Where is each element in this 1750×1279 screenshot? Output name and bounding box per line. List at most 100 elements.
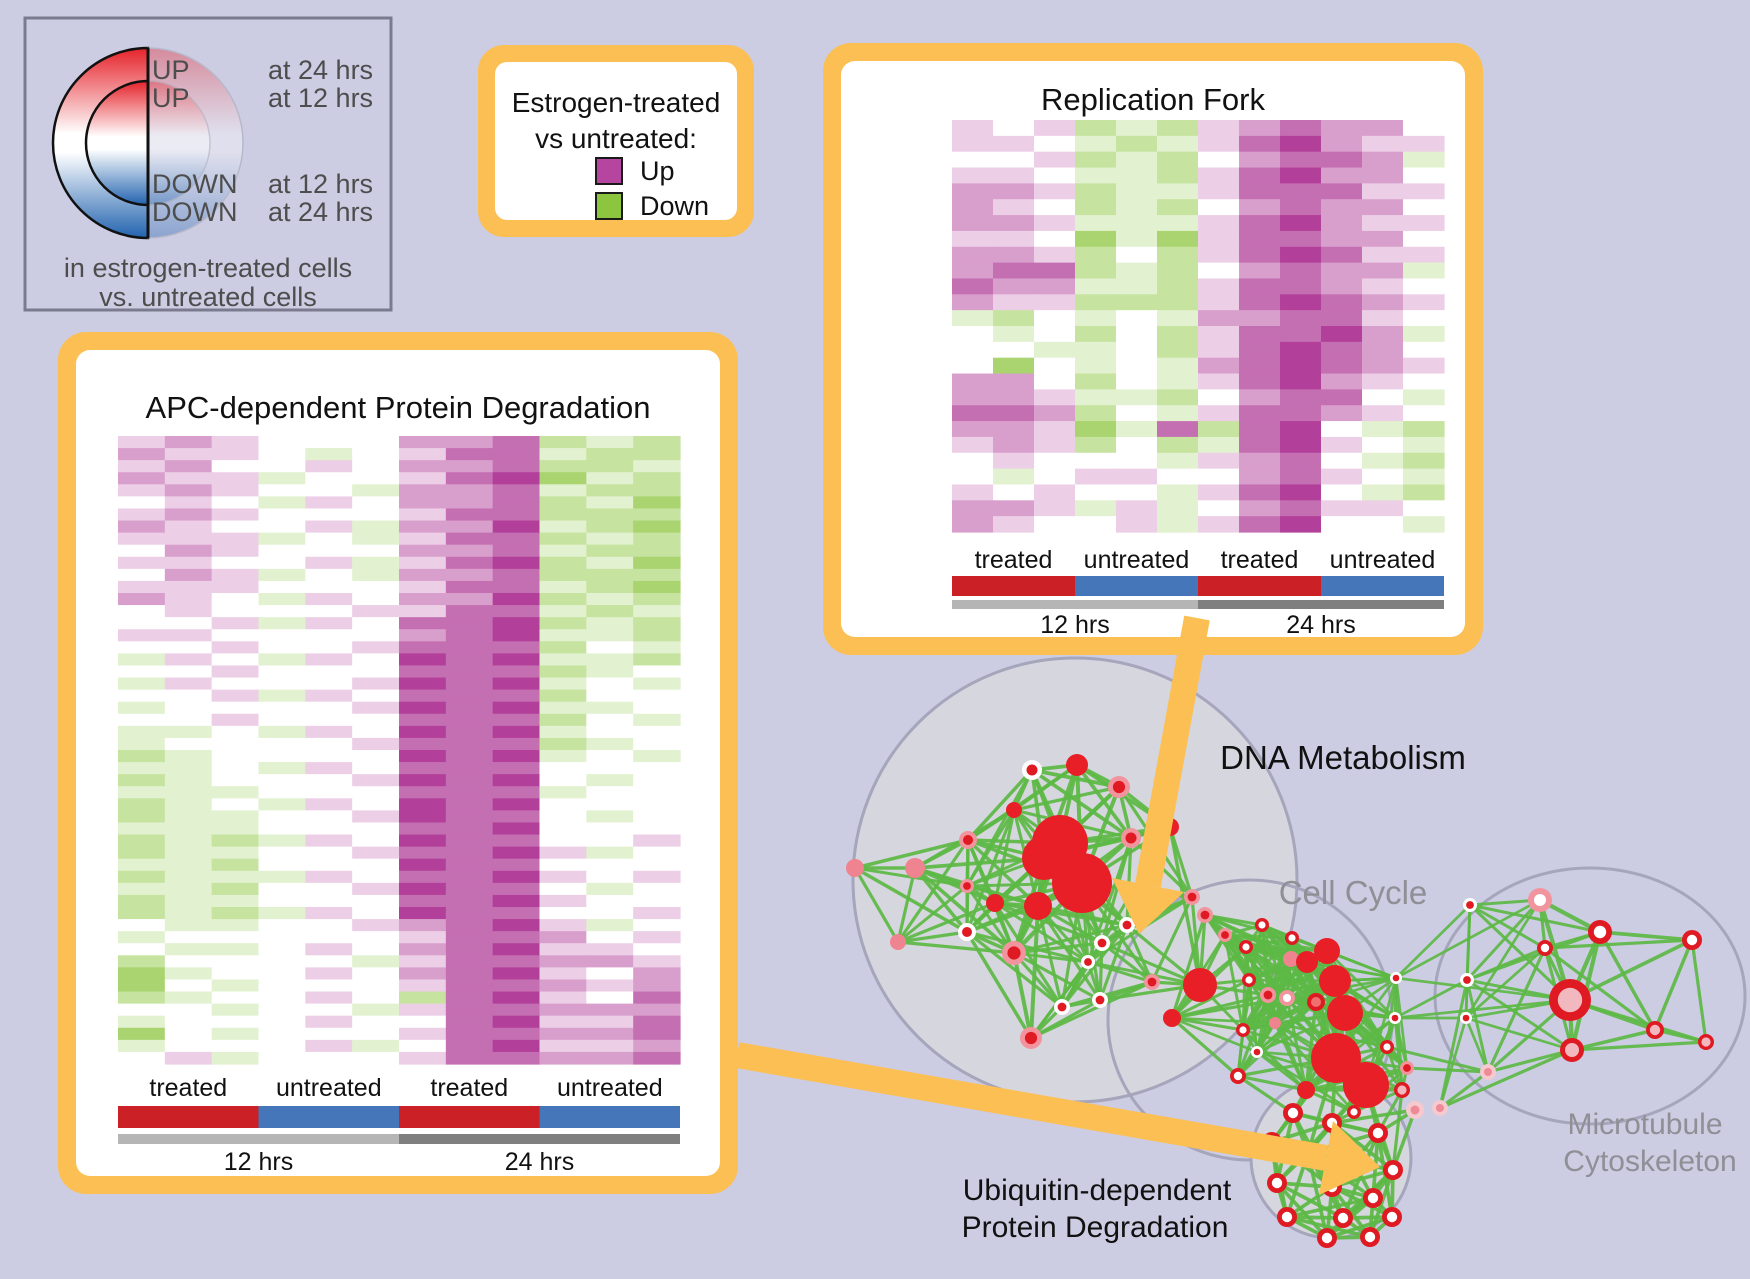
network-node-core [963,882,971,890]
heatmap-cell [492,774,541,787]
heatmap-cell [1280,151,1322,169]
heatmap-cell [1403,230,1445,248]
network-node-core [1391,1014,1399,1022]
heatmap-cell [1075,421,1117,438]
network: DNA Metabolism Cell Cycle Microtubule Cy… [846,656,1747,1248]
heatmap-cell [1239,230,1281,248]
heatmap-cell [586,822,634,836]
heatmap-cell [1034,310,1076,327]
legend-time-24-up: at 24 hrs [268,55,373,85]
heatmap-cell [164,943,213,956]
heatmap-cell [164,629,213,642]
heatmap-cell [305,568,353,582]
heatmap-cell [1157,421,1199,438]
heatmap-cell [1403,151,1445,169]
network-node-core [1147,977,1157,987]
heatmap-cell [399,955,447,968]
heatmap-cell [539,593,587,606]
heatmap-cell [492,1027,541,1041]
network-edge [1598,930,1694,942]
heatmap-cell [258,846,306,860]
heatmap-cell [1321,516,1363,533]
heatmap-cell [492,846,541,860]
heatmap-cell [258,665,306,679]
heatmap-cell [258,907,306,920]
heatmap-cell [352,436,400,449]
heatmap-cell [164,580,213,594]
network-edge [1275,1181,1329,1240]
heatmap-cell [258,472,306,485]
group-bar [1075,576,1198,596]
heatmap-cell [118,653,166,667]
heatmap-cell [1403,183,1445,200]
heatmap-cell [1116,230,1158,248]
heatmap-cell [952,516,994,533]
heatmap-cell [211,894,260,908]
heatmap-cell [1034,500,1076,517]
heatmap-cell [1034,199,1076,216]
heatmap-cell [1198,405,1240,422]
heatmap-cell [539,943,587,956]
heatmap-cell [305,979,353,993]
heatmap-cell [118,737,166,751]
group-label: treated [975,546,1053,574]
heatmap-cell [539,665,587,679]
apc-footer: treated untreated treated untreated 12 hrs 24… [118,1074,680,1176]
heatmap-cell [211,580,260,594]
heatmap-cell [1116,246,1158,264]
heatmap-cell [539,605,587,618]
network-edge [1368,1168,1395,1239]
heatmap-cell [1198,484,1240,501]
heatmap-cell [1034,183,1076,200]
heatmap-cell [539,870,587,884]
network-edge [1393,998,1572,1020]
network-edge [1568,938,1694,1002]
heatmap-cell [399,870,447,884]
heatmap-cell [445,991,494,1005]
down-label: Down [640,191,709,221]
heatmap-cell [539,629,587,642]
heatmap-cell [1034,120,1076,137]
heatmap-cell [164,991,213,1005]
heatmap-cell [952,135,994,153]
heatmap-cell [352,1003,400,1017]
heatmap-cell [399,834,447,848]
heatmap-cell [539,762,587,775]
heatmap-cell [1321,246,1363,264]
heatmap-cell [164,894,213,908]
down-swatch [595,192,623,220]
heatmap-cell [586,520,634,534]
heatmap-cell [211,665,260,679]
heatmap-cell [399,508,447,522]
network-edge [1393,978,1469,1020]
heatmap-cell [211,568,260,582]
heatmap-cell [1321,326,1363,343]
network-node-core [1436,1104,1444,1112]
network-node [1052,853,1112,913]
heatmap-cell [1034,373,1076,390]
network-node-core [1187,892,1197,902]
heatmap-cell [305,786,353,799]
network-edge [1653,938,1694,1032]
heatmap-cell [445,713,494,727]
network-node-core [1410,1105,1420,1115]
heatmap-cell [1198,436,1240,454]
heatmap-cell [1362,310,1404,327]
heatmap-cell [258,882,306,896]
label-ubiquitin-line2: Protein Degradation [962,1211,1229,1244]
heatmap-cell [492,520,541,534]
heatmap-cell [1075,373,1117,390]
heatmap-cell [1116,310,1158,327]
heatmap-cell [1157,310,1199,327]
heatmap-cell [1116,326,1158,343]
network-edge [1285,1196,1375,1219]
heatmap-cell [539,641,587,654]
heatmap-cell [445,870,494,884]
rf-footer: treated untreated treated untreated 12 hrs 24… [952,546,1444,639]
heatmap-cell [586,436,634,449]
heatmap-cell [1362,246,1404,264]
heatmap-cell [118,484,166,497]
heatmap-cell [305,1027,353,1041]
network-edge [1405,1066,1490,1074]
heatmap-cell [258,919,306,932]
